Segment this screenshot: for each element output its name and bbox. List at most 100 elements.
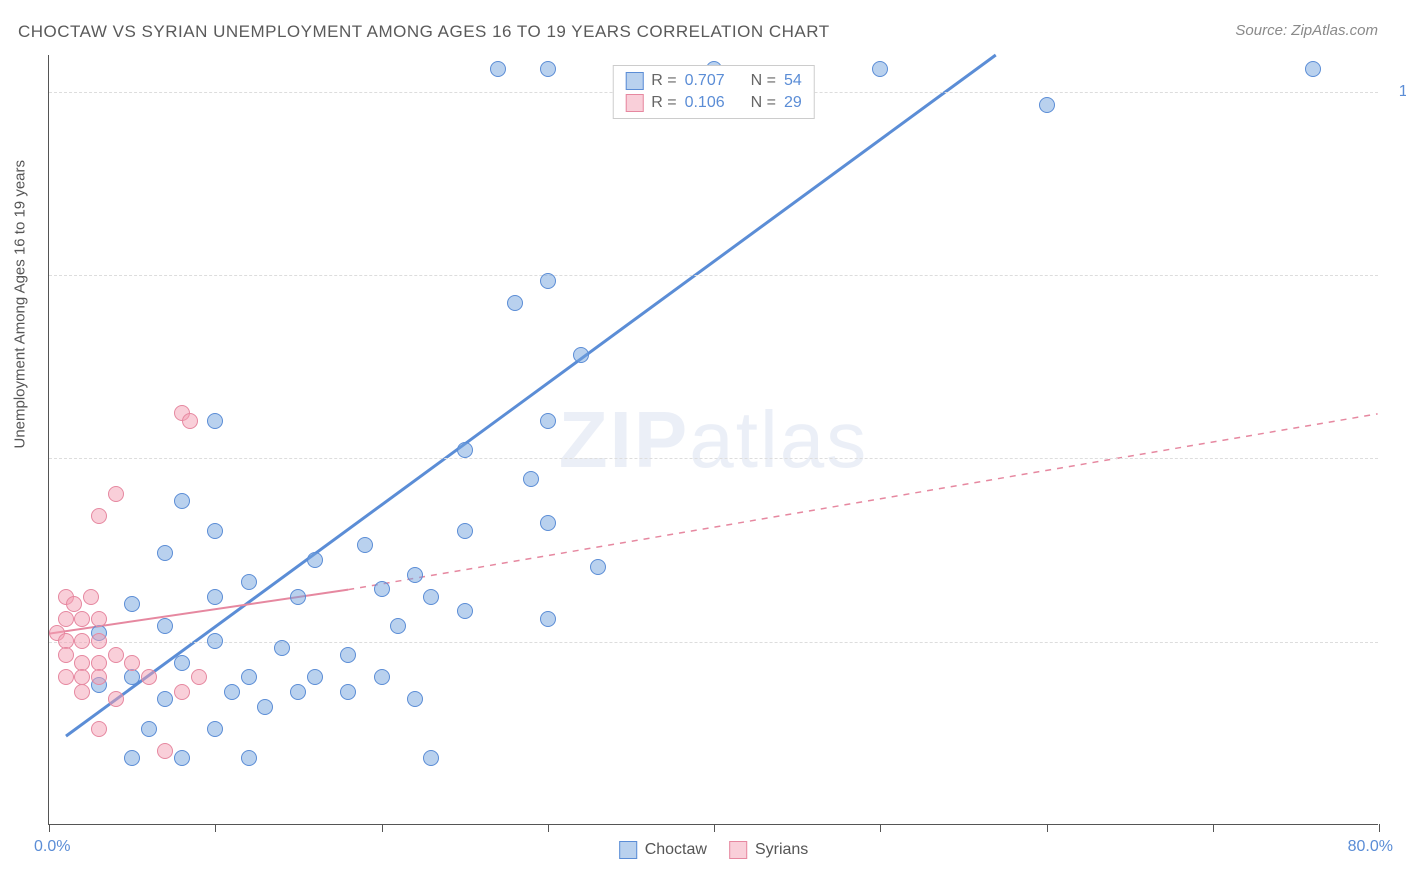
grid-line xyxy=(49,275,1378,276)
grid-line xyxy=(49,642,1378,643)
data-point xyxy=(157,743,173,759)
source-attribution: Source: ZipAtlas.com xyxy=(1235,22,1378,39)
swatch-pink-icon xyxy=(625,94,643,112)
data-point xyxy=(407,691,423,707)
stats-row-choctaw: R = 0.707 N = 54 xyxy=(625,70,802,92)
source-value: ZipAtlas.com xyxy=(1291,22,1378,39)
data-point xyxy=(124,655,140,671)
y-tick-label: 100.0% xyxy=(1399,83,1406,101)
data-point xyxy=(540,515,556,531)
x-tick xyxy=(215,824,216,832)
data-point xyxy=(207,589,223,605)
swatch-blue-icon xyxy=(625,72,643,90)
data-point xyxy=(141,721,157,737)
data-point xyxy=(108,486,124,502)
data-point xyxy=(108,647,124,663)
data-point xyxy=(58,611,74,627)
data-point xyxy=(274,640,290,656)
data-point xyxy=(257,699,273,715)
swatch-blue-icon xyxy=(619,841,637,859)
data-point xyxy=(523,471,539,487)
x-tick xyxy=(880,824,881,832)
data-point xyxy=(91,669,107,685)
x-tick xyxy=(49,824,50,832)
data-point xyxy=(58,669,74,685)
data-point xyxy=(182,413,198,429)
data-point xyxy=(374,581,390,597)
r-value-syrians: 0.106 xyxy=(685,94,725,112)
data-point xyxy=(124,750,140,766)
data-point xyxy=(224,684,240,700)
data-point xyxy=(241,669,257,685)
swatch-pink-icon xyxy=(729,841,747,859)
x-axis-max-label: 80.0% xyxy=(1348,838,1393,856)
x-tick xyxy=(1213,824,1214,832)
data-point xyxy=(357,537,373,553)
series-legend: Choctaw Syrians xyxy=(619,841,809,859)
data-point xyxy=(91,721,107,737)
data-point xyxy=(74,633,90,649)
data-point xyxy=(174,655,190,671)
data-point xyxy=(590,559,606,575)
data-point xyxy=(74,684,90,700)
data-point xyxy=(490,61,506,77)
x-tick xyxy=(1047,824,1048,832)
data-point xyxy=(241,750,257,766)
grid-line xyxy=(49,458,1378,459)
data-point xyxy=(74,611,90,627)
x-tick xyxy=(382,824,383,832)
data-point xyxy=(108,691,124,707)
data-point xyxy=(407,567,423,583)
data-point xyxy=(374,669,390,685)
n-label: N = xyxy=(751,72,776,90)
trend-line xyxy=(348,414,1377,590)
n-label: N = xyxy=(751,94,776,112)
data-point xyxy=(91,655,107,671)
data-point xyxy=(174,750,190,766)
data-point xyxy=(157,691,173,707)
n-value-choctaw: 54 xyxy=(784,72,802,90)
data-point xyxy=(141,669,157,685)
data-point xyxy=(540,611,556,627)
data-point xyxy=(290,589,306,605)
data-point xyxy=(91,611,107,627)
data-point xyxy=(340,684,356,700)
data-point xyxy=(457,523,473,539)
data-point xyxy=(241,574,257,590)
data-point xyxy=(540,273,556,289)
data-point xyxy=(207,523,223,539)
data-point xyxy=(83,589,99,605)
data-point xyxy=(457,603,473,619)
x-tick xyxy=(548,824,549,832)
x-tick xyxy=(1379,824,1380,832)
data-point xyxy=(157,545,173,561)
data-point xyxy=(58,633,74,649)
data-point xyxy=(124,669,140,685)
trend-lines-layer xyxy=(49,55,1378,824)
x-tick xyxy=(714,824,715,832)
data-point xyxy=(390,618,406,634)
data-point xyxy=(74,655,90,671)
x-axis-min-label: 0.0% xyxy=(34,838,70,856)
data-point xyxy=(1039,97,1055,113)
data-point xyxy=(307,552,323,568)
data-point xyxy=(340,647,356,663)
data-point xyxy=(573,347,589,363)
legend-item-syrians: Syrians xyxy=(729,841,808,859)
data-point xyxy=(91,633,107,649)
data-point xyxy=(174,493,190,509)
data-point xyxy=(207,413,223,429)
data-point xyxy=(124,596,140,612)
data-point xyxy=(423,589,439,605)
data-point xyxy=(290,684,306,700)
plot-area: ZIPatlas R = 0.707 N = 54 R = 0.106 N = … xyxy=(48,55,1378,825)
data-point xyxy=(58,647,74,663)
r-label: R = xyxy=(651,94,676,112)
source-label: Source: xyxy=(1235,22,1291,39)
data-point xyxy=(91,508,107,524)
data-point xyxy=(307,669,323,685)
data-point xyxy=(191,669,207,685)
data-point xyxy=(157,618,173,634)
trend-line xyxy=(66,55,996,736)
data-point xyxy=(872,61,888,77)
